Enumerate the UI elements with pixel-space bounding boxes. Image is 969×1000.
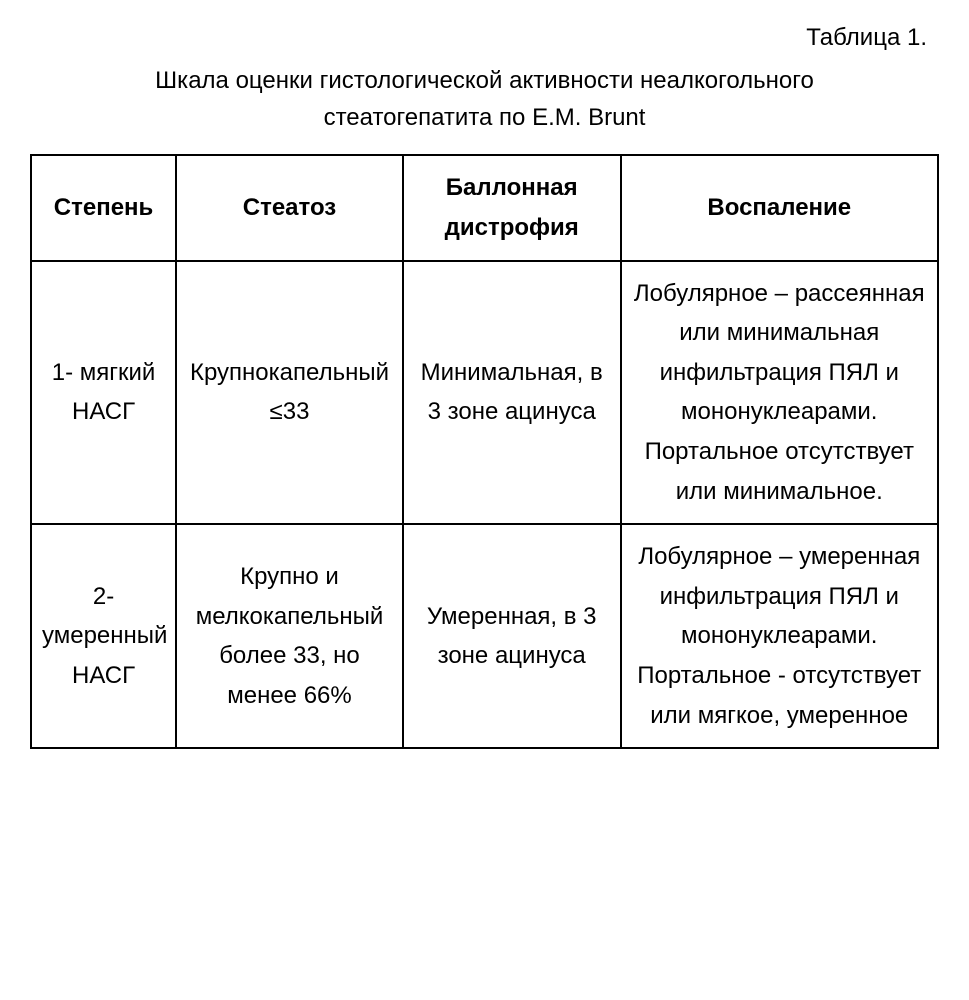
table-header-row: Степень Стеатоз Баллонная дистрофия Восп… <box>31 155 938 260</box>
cell-degree: 2- умеренный НАСГ <box>31 524 176 748</box>
table-caption: Шкала оценки гистологической активности … <box>75 62 895 136</box>
cell-inflammation: Лобулярное – рассеянная или минимальная … <box>621 261 938 525</box>
cell-inflammation: Лобулярное – умеренная инфильтрация ПЯЛ … <box>621 524 938 748</box>
histology-activity-table: Степень Стеатоз Баллонная дистрофия Восп… <box>30 154 939 749</box>
caption-line-1: Шкала оценки гистологической активности … <box>155 67 814 94</box>
table-row: 2- умеренный НАСГ Крупно и мелкокапельны… <box>31 524 938 748</box>
caption-line-2: стеатогепатита по E.M. Brunt <box>324 104 646 131</box>
table-row: 1- мягкий НАСГ Крупнокапельный ≤33 Миним… <box>31 261 938 525</box>
table-number-label: Таблица 1. <box>30 24 927 52</box>
cell-steatosis: Крупно и мелкокапельный более 33, но мен… <box>176 524 403 748</box>
cell-steatosis: Крупнокапельный ≤33 <box>176 261 403 525</box>
header-inflammation: Воспаление <box>621 155 938 260</box>
cell-balloon: Умеренная, в 3 зоне ацинуса <box>403 524 621 748</box>
cell-balloon: Минимальная, в 3 зоне ацинуса <box>403 261 621 525</box>
header-balloon: Баллонная дистрофия <box>403 155 621 260</box>
header-steatosis: Стеатоз <box>176 155 403 260</box>
header-degree: Степень <box>31 155 176 260</box>
cell-degree: 1- мягкий НАСГ <box>31 261 176 525</box>
